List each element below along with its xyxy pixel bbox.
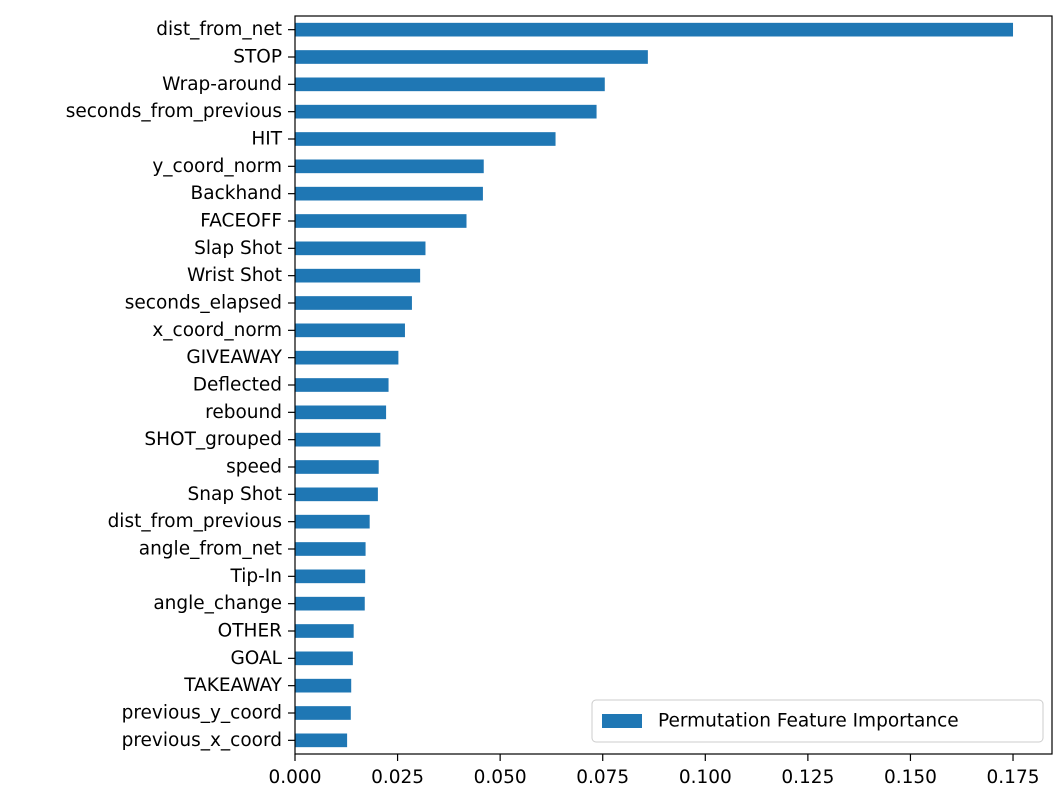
y-tick-label: Backhand bbox=[191, 183, 282, 204]
bar-y-coord-norm bbox=[295, 159, 484, 174]
y-tick-label: OTHER bbox=[218, 621, 282, 642]
bar-wrap-around bbox=[295, 77, 605, 92]
y-tick-label: speed bbox=[226, 457, 282, 478]
bar-rebound bbox=[295, 405, 387, 420]
y-tick-label: seconds_from_previous bbox=[66, 101, 282, 122]
y-tick-label: seconds_elapsed bbox=[125, 293, 282, 314]
x-tick-label: 0.100 bbox=[679, 767, 732, 788]
bar-tip-in bbox=[295, 569, 366, 584]
y-tick-label: y_coord_norm bbox=[152, 156, 282, 177]
legend: Permutation Feature Importance bbox=[591, 699, 1044, 743]
bar-dist-from-previous bbox=[295, 514, 370, 529]
y-tick-label: angle_change bbox=[153, 593, 282, 614]
bar-speed bbox=[295, 460, 379, 474]
x-tick-label: 0.075 bbox=[576, 767, 629, 788]
bar-x-coord-norm bbox=[295, 323, 405, 338]
bar-wrist-shot bbox=[295, 268, 421, 283]
bar-previous-y-coord bbox=[295, 706, 351, 720]
bar-shot-grouped bbox=[295, 432, 381, 447]
x-tick-label: 0.150 bbox=[884, 767, 937, 788]
y-tick-label: rebound bbox=[205, 402, 282, 423]
bar-deflected bbox=[295, 378, 389, 392]
y-tick-label: x_coord_norm bbox=[152, 320, 282, 341]
bar-angle-from-net bbox=[295, 542, 366, 556]
x-tick-label: 0.025 bbox=[371, 767, 424, 788]
legend-swatch bbox=[602, 714, 642, 728]
y-tick-label: TAKEAWAY bbox=[183, 675, 282, 696]
bar-angle-change bbox=[295, 596, 365, 611]
legend-label: Permutation Feature Importance bbox=[658, 711, 959, 732]
y-tick-label: Deflected bbox=[193, 375, 282, 396]
y-tick-label: FACEOFF bbox=[200, 211, 282, 232]
y-tick-label: Snap Shot bbox=[188, 484, 282, 505]
legend-box bbox=[591, 699, 1044, 743]
plot-frame bbox=[294, 15, 1053, 755]
x-tick-label: 0.000 bbox=[269, 767, 322, 788]
y-tick-label: STOP bbox=[233, 47, 282, 68]
bar-giveaway bbox=[295, 350, 399, 365]
y-tick-label: Slap Shot bbox=[194, 238, 282, 259]
bars-layer bbox=[295, 22, 1014, 748]
y-tick-label: GIVEAWAY bbox=[186, 347, 282, 368]
axes-layer bbox=[294, 15, 1053, 755]
bar-faceoff bbox=[295, 214, 467, 228]
y-tick-label: HIT bbox=[251, 129, 282, 150]
bar-stop bbox=[295, 50, 648, 64]
x-axis-ticks: 0.000 0.025 0.050 0.075 0.100 0.125 0.150 0.175 bbox=[269, 754, 1040, 788]
y-axis-ticks: dist_from_net STOP Wrap-around seconds_from… bbox=[66, 19, 295, 751]
bar-previous-x-coord bbox=[295, 733, 348, 748]
y-tick-label: Wrap-around bbox=[162, 74, 282, 95]
y-tick-label: dist_from_previous bbox=[108, 511, 282, 532]
x-tick-label: 0.050 bbox=[474, 767, 527, 788]
bar-other bbox=[295, 624, 354, 638]
bar-dist-from-net bbox=[295, 22, 1014, 37]
x-tick-label: 0.175 bbox=[987, 767, 1040, 788]
bar-goal bbox=[295, 651, 353, 666]
y-tick-label: previous_y_coord bbox=[122, 703, 282, 724]
y-tick-label: angle_from_net bbox=[139, 539, 282, 560]
bar-takeaway bbox=[295, 678, 352, 693]
y-tick-label: Tip-In bbox=[230, 566, 282, 587]
bar-backhand bbox=[295, 186, 483, 201]
bar-seconds-from-previous bbox=[295, 104, 597, 119]
bar-seconds-elapsed bbox=[295, 296, 412, 310]
y-tick-label: dist_from_net bbox=[156, 19, 282, 40]
bar-slap-shot bbox=[295, 241, 426, 256]
y-tick-label: previous_x_coord bbox=[122, 730, 282, 751]
x-tick-label: 0.125 bbox=[781, 767, 834, 788]
bar-snap-shot bbox=[295, 487, 378, 502]
y-tick-label: Wrist Shot bbox=[187, 265, 282, 286]
y-tick-label: GOAL bbox=[230, 648, 282, 669]
y-tick-label: SHOT_grouped bbox=[144, 429, 282, 450]
bar-hit bbox=[295, 132, 556, 146]
